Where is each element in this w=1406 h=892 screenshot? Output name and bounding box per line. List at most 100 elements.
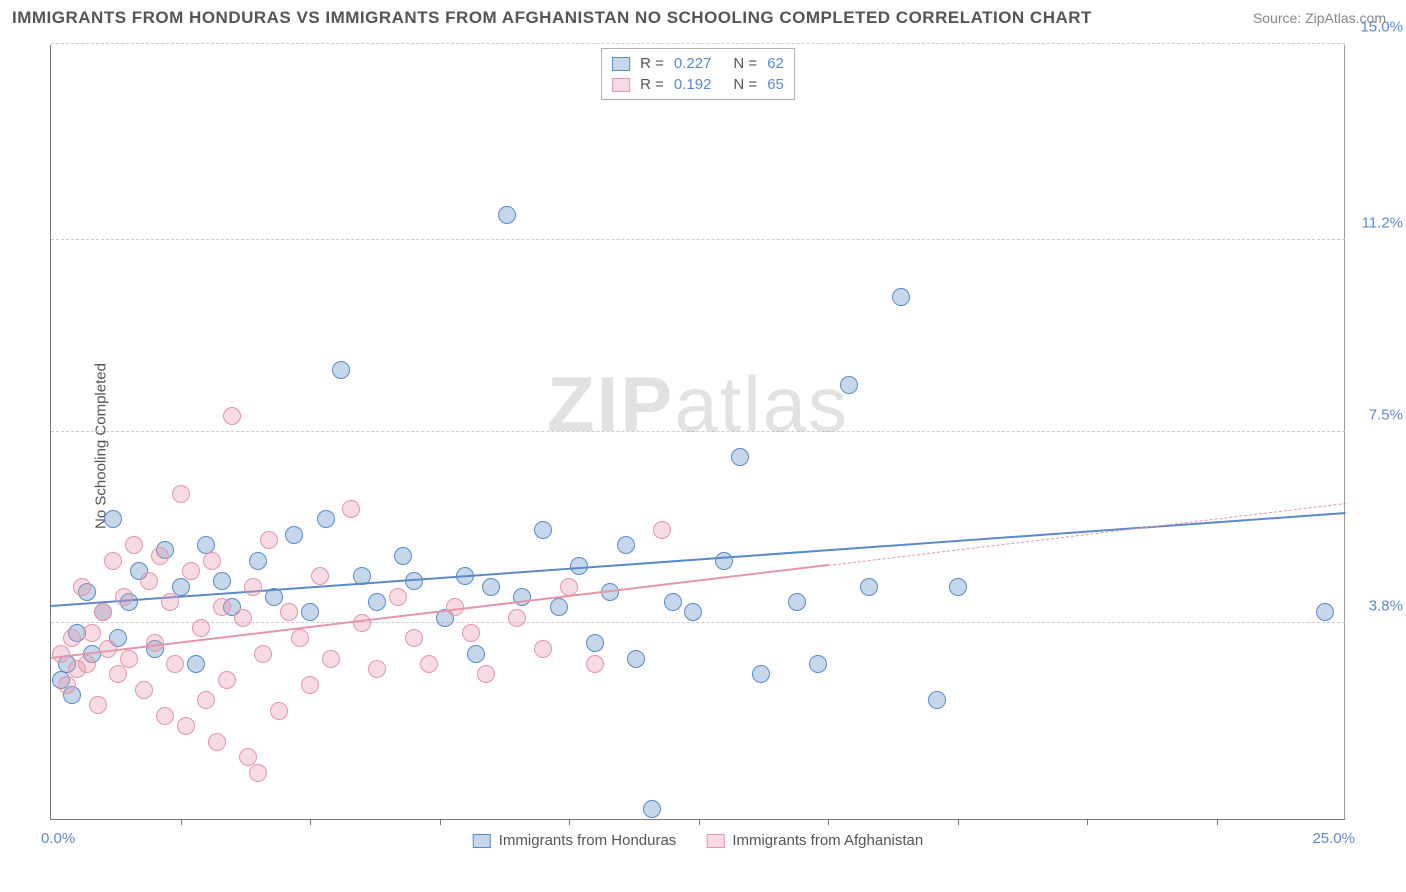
data-point [172,578,190,596]
data-point [462,624,480,642]
data-point [389,588,407,606]
data-point [311,567,329,585]
data-point [317,510,335,528]
data-point [368,660,386,678]
data-point [550,598,568,616]
data-point [534,640,552,658]
data-point [892,288,910,306]
data-point [177,717,195,735]
data-point [752,665,770,683]
watermark-bold: ZIP [547,360,674,448]
legend-swatch [473,834,491,848]
data-point [788,593,806,611]
x-tick [1217,819,1218,825]
data-point [115,588,133,606]
data-point [208,733,226,751]
legend-series-name: Immigrants from Afghanistan [732,832,923,849]
data-point [353,614,371,632]
legend-n-value: 62 [767,55,784,72]
chart-title: IMMIGRANTS FROM HONDURAS VS IMMIGRANTS F… [12,8,1092,28]
data-point [342,500,360,518]
data-point [534,521,552,539]
data-point [1316,603,1334,621]
legend-row: R = 0.192 N = 65 [612,74,784,95]
scatter-chart: ZIPatlas R =0.227N =62R =0.192N =65 0.0%… [50,45,1345,820]
data-point [498,206,516,224]
data-point [203,552,221,570]
data-point [949,578,967,596]
data-point [120,650,138,668]
data-point [218,671,236,689]
legend-swatch [612,78,630,92]
data-point [928,691,946,709]
data-point [653,521,671,539]
x-tick [699,819,700,825]
data-point [63,629,81,647]
legend-n-value: 65 [767,76,784,93]
y-tick-label: 7.5% [1369,406,1403,423]
legend-swatch [612,57,630,71]
legend-item: Immigrants from Afghanistan [706,832,923,849]
data-point [482,578,500,596]
legend-item: Immigrants from Honduras [473,832,677,849]
data-point [104,552,122,570]
x-tick [310,819,311,825]
legend-r-label: R = [640,76,664,93]
data-point [617,536,635,554]
watermark-light: atlas [674,360,849,448]
data-point [161,593,179,611]
data-point [285,526,303,544]
data-point [627,650,645,668]
data-point [151,547,169,565]
data-point [213,598,231,616]
gridline-h [51,239,1345,240]
data-point [244,578,262,596]
x-tick [569,819,570,825]
data-point [684,603,702,621]
data-point [223,407,241,425]
y-tick-label: 3.8% [1369,597,1403,614]
chart-right-border [1344,45,1345,819]
data-point [332,361,350,379]
legend-series-name: Immigrants from Honduras [499,832,677,849]
data-point [109,665,127,683]
data-point [83,624,101,642]
x-axis-min-label: 0.0% [41,830,75,847]
x-tick [440,819,441,825]
x-axis-max-label: 25.0% [1312,830,1355,847]
data-point [270,702,288,720]
data-point [405,629,423,647]
trend-line [828,503,1346,566]
legend-n-label: N = [733,55,757,72]
legend-r-label: R = [640,55,664,72]
data-point [586,634,604,652]
data-point [197,691,215,709]
data-point [104,510,122,528]
data-point [643,800,661,818]
correlation-legend: R = 0.227 N = 62 R = 0.192 N = 65 [601,48,795,100]
data-point [860,578,878,596]
data-point [394,547,412,565]
data-point [280,603,298,621]
data-point [140,572,158,590]
x-tick [828,819,829,825]
legend-r-value: 0.192 [674,76,712,93]
data-point [809,655,827,673]
data-point [58,676,76,694]
legend-swatch [706,834,724,848]
data-point [89,696,107,714]
gridline-h [51,431,1345,432]
data-point [322,650,340,668]
data-point [560,578,578,596]
data-point [715,552,733,570]
x-tick [181,819,182,825]
x-tick [1087,819,1088,825]
gridline-h [51,43,1345,44]
data-point [420,655,438,673]
data-point [301,676,319,694]
y-tick-label: 15.0% [1360,19,1403,36]
data-point [156,707,174,725]
data-point [840,376,858,394]
legend-n-label: N = [733,76,757,93]
legend-r-value: 0.227 [674,55,712,72]
